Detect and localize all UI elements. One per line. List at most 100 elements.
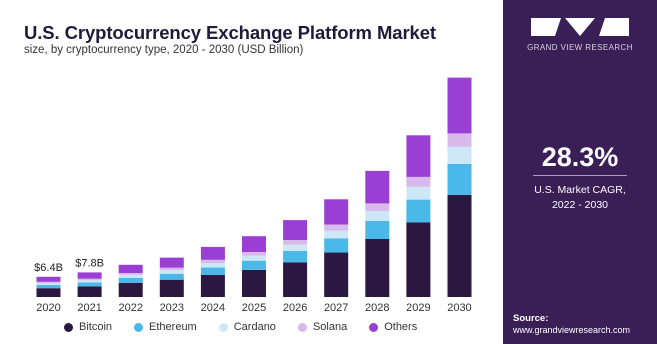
bar-segment-cardano-2020	[36, 283, 61, 285]
bar-segment-cardano-2026	[283, 244, 308, 251]
x-tick-label: 2028	[365, 302, 389, 314]
bar-segment-ethereum-2023	[159, 273, 184, 280]
chart-panel: U.S. Cryptocurrency Exchange Platform Ma…	[24, 22, 472, 333]
legend-label: Bitcoin	[79, 321, 113, 333]
bar-segment-ethereum-2025	[242, 260, 266, 270]
stacked-bar-chart: 2020 $6.4B 2021 $7.8B 2022 2023 2024 2025 2026 20…	[34, 77, 472, 314]
legend-swatch	[64, 322, 73, 332]
bar-segment-ethereum-2024	[200, 267, 225, 275]
bar-segment-solana-2023	[159, 267, 184, 271]
bar-segment-ethereum-2028	[365, 221, 390, 239]
bar-segment-solana-2030	[447, 133, 472, 147]
bar-segment-cardano-2028	[365, 210, 390, 221]
data-label: $6.4B	[34, 262, 63, 274]
bar-segment-cardano-2021	[77, 280, 102, 283]
legend-item-cardano: Cardano	[218, 321, 276, 333]
bar-segment-cardano-2022	[118, 274, 143, 278]
bar-segment-bitcoin-2024	[200, 274, 225, 297]
bar-segment-others-2029	[406, 135, 431, 177]
bar-segment-solana-2029	[406, 176, 431, 187]
bar-segment-bitcoin-2023	[159, 279, 184, 297]
bar-segment-solana-2020	[36, 281, 61, 284]
bar-segment-cardano-2023	[159, 270, 184, 274]
legend-item-others: Others	[369, 321, 417, 333]
legend-swatch	[369, 322, 379, 332]
brand-name: GRAND VIEW RESEARCH	[527, 43, 633, 52]
bar-segment-ethereum-2030	[447, 164, 472, 195]
x-tick-label: 2024	[201, 302, 225, 314]
legend-item-bitcoin: Bitcoin	[64, 321, 112, 333]
bar-segment-solana-2022	[118, 273, 143, 275]
legend-label: Solana	[312, 321, 348, 333]
bar-segment-solana-2027	[324, 224, 349, 231]
bar-segment-solana-2025	[242, 251, 266, 256]
x-tick-label: 2022	[118, 302, 142, 314]
bar-segment-bitcoin-2029	[406, 222, 431, 297]
legend-swatch	[134, 322, 144, 332]
bar-segment-ethereum-2027	[324, 238, 349, 253]
chart-legend: Bitcoin Ethereum Cardano Solana Others	[64, 321, 439, 333]
source-label: Source:	[513, 313, 549, 324]
bar-segment-bitcoin-2025	[242, 269, 266, 297]
chart-subtitle: size, by cryptocurrency type, 2020 - 203…	[24, 44, 304, 56]
cagr-label-line1: U.S. Market CAGR,	[534, 184, 626, 196]
legend-swatch	[297, 322, 307, 332]
legend-item-ethereum: Ethereum	[134, 321, 197, 333]
divider	[533, 175, 627, 176]
chart-title: U.S. Cryptocurrency Exchange Platform Ma…	[24, 22, 436, 43]
bar-segment-others-2027	[324, 199, 349, 225]
bar-segment-bitcoin-2027	[324, 252, 349, 297]
bar-segment-others-2025	[242, 236, 266, 252]
bar-segment-solana-2024	[200, 259, 225, 263]
data-label: $7.8B	[75, 257, 104, 269]
x-tick-label: 2025	[242, 302, 266, 314]
cagr-label-line2: 2022 - 2030	[551, 199, 609, 211]
logo-mark-icon	[503, 18, 657, 36]
bar-segment-others-2030	[447, 77, 472, 134]
bar-segment-cardano-2029	[406, 186, 431, 200]
x-tick-label: 2026	[283, 302, 307, 314]
bar-segment-ethereum-2022	[118, 277, 143, 283]
bar-segment-bitcoin-2030	[447, 194, 472, 297]
bar-segment-bitcoin-2028	[365, 239, 390, 297]
bar-segment-cardano-2025	[242, 255, 266, 261]
bar-segment-ethereum-2020	[36, 285, 61, 289]
bar-segment-solana-2028	[365, 203, 390, 211]
cagr-value: 28.3%	[541, 142, 619, 172]
cagr-label: U.S. Market CAGR, 2022 - 2030	[503, 183, 657, 213]
bar-segment-others-2022	[118, 264, 143, 273]
bar-segment-solana-2026	[283, 239, 308, 245]
legend-label: Cardano	[233, 321, 276, 333]
x-tick-label: 2021	[77, 302, 101, 314]
bar-segment-others-2023	[159, 257, 184, 268]
bar-segment-others-2028	[365, 170, 390, 204]
bar-segment-cardano-2030	[447, 146, 472, 164]
bar-segment-cardano-2027	[324, 230, 349, 239]
bar-segment-cardano-2024	[200, 262, 225, 268]
legend-label: Others	[384, 321, 418, 333]
x-tick-label: 2020	[36, 302, 60, 314]
x-tick-label: 2029	[406, 302, 430, 314]
x-tick-label: 2030	[447, 302, 471, 314]
legend-swatch	[218, 322, 228, 332]
source-url[interactable]: www.grandviewresearch.com	[513, 325, 631, 335]
legend-label: Ethereum	[149, 321, 197, 333]
brand-logo: GRAND VIEW RESEARCH	[503, 18, 657, 52]
side-panel: GRAND VIEW RESEARCH 28.3% U.S. Market CA…	[503, 0, 657, 344]
bar-segment-bitcoin-2021	[77, 286, 102, 297]
bar-segment-others-2026	[283, 220, 308, 240]
bar-segment-others-2020	[36, 276, 61, 282]
x-tick-label: 2027	[324, 302, 348, 314]
bar-segment-bitcoin-2022	[118, 282, 143, 297]
bar-segment-bitcoin-2026	[283, 262, 308, 297]
bar-segment-bitcoin-2020	[36, 288, 61, 297]
legend-item-solana: Solana	[297, 321, 348, 333]
x-tick-label: 2023	[160, 302, 184, 314]
bar-segment-solana-2021	[77, 278, 102, 281]
bar-segment-others-2021	[77, 272, 102, 279]
bar-segment-others-2024	[200, 246, 225, 260]
bar-segment-ethereum-2026	[283, 251, 308, 263]
bar-segment-ethereum-2029	[406, 199, 431, 223]
bar-segment-ethereum-2021	[77, 282, 102, 287]
